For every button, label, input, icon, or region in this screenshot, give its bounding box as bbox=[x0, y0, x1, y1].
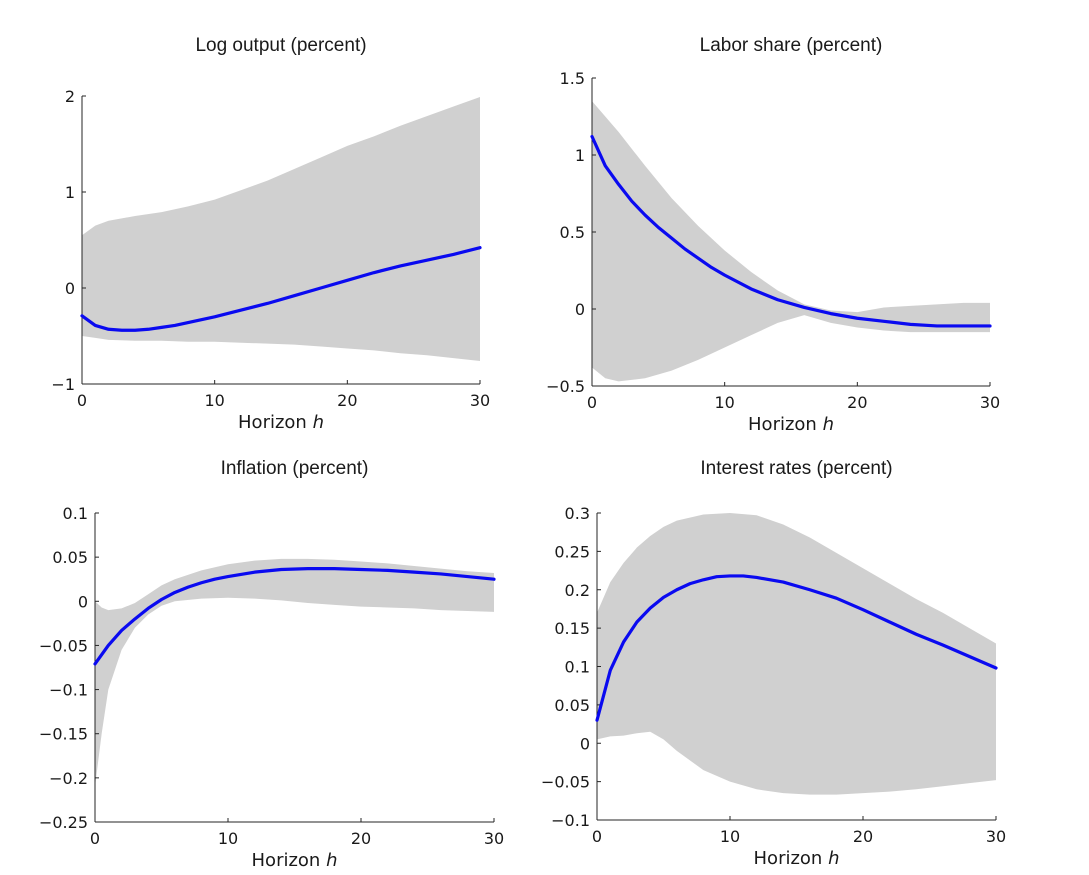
inflation-y-tick-label: 0 bbox=[78, 592, 88, 611]
interest-rates-y-tick-label: −0.1 bbox=[551, 811, 590, 830]
interest-rates-y-tick-label: 0.1 bbox=[565, 658, 590, 677]
interest-rates-y-tick-label: 0.2 bbox=[565, 581, 590, 600]
labor-share-y-tick-label: 1.5 bbox=[560, 69, 585, 88]
labor-share-x-tick-label: 0 bbox=[587, 393, 597, 412]
interest-rates-y-tick-label: 0.05 bbox=[554, 696, 590, 715]
interest-rates-y-tick-label: −0.05 bbox=[541, 773, 590, 792]
interest-rates-x-tick-label: 10 bbox=[720, 827, 740, 846]
log-output-title: Log output (percent) bbox=[195, 35, 366, 56]
log-output-x-axis-label: Horizon h bbox=[238, 412, 324, 433]
interest-rates-x-tick-label: 20 bbox=[853, 827, 873, 846]
log-output-confidence-band bbox=[82, 96, 480, 361]
interest-rates-x-axis-label: Horizon h bbox=[754, 848, 840, 869]
inflation-y-tick-label: −0.1 bbox=[49, 681, 88, 700]
labor-share-y-tick-label: 1 bbox=[575, 146, 585, 165]
inflation-title: Inflation (percent) bbox=[221, 458, 369, 479]
inflation-x-tick-label: 0 bbox=[90, 829, 100, 848]
log-output-x-tick-label: 30 bbox=[470, 391, 490, 410]
interest-rates-response-line bbox=[595, 574, 998, 722]
interest-rates-y-tick-label: 0.3 bbox=[565, 504, 590, 523]
labor-share-x-tick-label: 20 bbox=[847, 393, 867, 412]
inflation-response-line bbox=[93, 567, 496, 666]
inflation-confidence-band bbox=[95, 558, 494, 787]
inflation-y-tick-label: 0.05 bbox=[52, 548, 88, 567]
interest-rates-title: Interest rates (percent) bbox=[700, 458, 892, 479]
interest-rates-y-tick-label: 0 bbox=[580, 734, 590, 753]
inflation-x-axis-label: Horizon h bbox=[252, 850, 338, 871]
inflation-y-tick-label: −0.15 bbox=[39, 725, 88, 744]
log-output-y-tick-label: 0 bbox=[65, 279, 75, 298]
labor-share-x-tick-label: 30 bbox=[980, 393, 1000, 412]
log-output-x-tick-label: 0 bbox=[77, 391, 87, 410]
log-output-x-tick-label: 10 bbox=[204, 391, 224, 410]
labor-share-y-tick-label: −0.5 bbox=[546, 377, 585, 396]
interest-rates-confidence-band bbox=[597, 513, 996, 795]
inflation-y-tick-label: −0.25 bbox=[39, 813, 88, 832]
inflation-x-tick-label: 20 bbox=[351, 829, 371, 848]
interest-rates-x-tick-label: 30 bbox=[986, 827, 1006, 846]
inflation-x-tick-label: 10 bbox=[218, 829, 238, 848]
log-output-y-tick-label: 1 bbox=[65, 183, 75, 202]
log-output-y-tick-label: −1 bbox=[51, 375, 75, 394]
labor-share-x-tick-label: 10 bbox=[714, 393, 734, 412]
interest-rates-y-tick-label: 0.15 bbox=[554, 619, 590, 638]
interest-rates-y-tick-label: 0.25 bbox=[554, 542, 590, 561]
inflation-y-tick-label: −0.2 bbox=[49, 769, 88, 788]
interest-rates-panel: −0.1 −0.05 0 0.05 0.1 0.15 0.2 0.25 0.3 0 10 20 30 In… bbox=[541, 458, 1006, 869]
labor-share-y-tick-label: 0 bbox=[575, 300, 585, 319]
log-output-response-line bbox=[80, 246, 482, 332]
log-output-y-tick-label: 2 bbox=[65, 87, 75, 106]
interest-rates-x-tick-label: 0 bbox=[592, 827, 602, 846]
inflation-y-tick-label: −0.05 bbox=[39, 636, 88, 655]
log-output-x-tick-label: 20 bbox=[337, 391, 357, 410]
labor-share-confidence-band bbox=[592, 101, 990, 382]
inflation-x-tick-label: 30 bbox=[484, 829, 504, 848]
labor-share-x-axis-label: Horizon h bbox=[748, 414, 834, 435]
inflation-panel: −0.25 −0.2 −0.15 −0.1 −0.05 0 0.05 0.1 0 10 20 30 In… bbox=[39, 458, 504, 871]
labor-share-title: Labor share (percent) bbox=[700, 35, 883, 56]
labor-share-response-line bbox=[590, 134, 992, 328]
labor-share-y-tick-label: 0.5 bbox=[560, 223, 585, 242]
inflation-y-tick-label: 0.1 bbox=[63, 504, 88, 523]
